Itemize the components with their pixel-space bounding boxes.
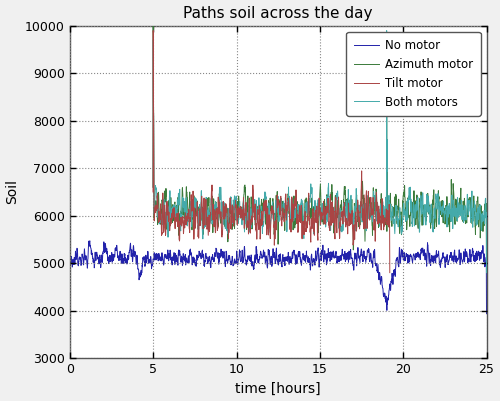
Azimuth motor — [472, 212, 478, 217]
Legend: No motor, Azimuth motor, Tilt motor, Both motors: No motor, Azimuth motor, Tilt motor, Bot… — [346, 32, 480, 115]
Title: Paths soil across the day: Paths soil across the day — [184, 6, 373, 20]
Line: Azimuth motor: Azimuth motor — [153, 26, 486, 273]
X-axis label: time [hours]: time [hours] — [236, 381, 321, 395]
Line: No motor: No motor — [70, 241, 486, 320]
Azimuth motor — [484, 270, 490, 275]
Both motors — [395, 216, 401, 221]
No motor — [472, 257, 478, 262]
Line: Both motors: Both motors — [153, 30, 486, 273]
Azimuth motor — [395, 203, 401, 208]
Tilt motor — [258, 223, 264, 228]
No motor — [395, 261, 401, 266]
No motor — [270, 252, 276, 257]
Azimuth motor — [471, 204, 477, 209]
Line: Tilt motor: Tilt motor — [153, 30, 390, 273]
Both motors — [472, 198, 478, 203]
Both motors — [270, 200, 276, 205]
No motor — [258, 252, 264, 257]
Azimuth motor — [270, 204, 276, 209]
No motor — [88, 252, 94, 257]
Y-axis label: Soil: Soil — [6, 180, 20, 205]
Both motors — [471, 201, 477, 206]
No motor — [87, 239, 93, 243]
Tilt motor — [270, 204, 276, 209]
Both motors — [258, 211, 264, 215]
Both motors — [484, 270, 490, 275]
Azimuth motor — [258, 199, 264, 204]
No motor — [484, 311, 490, 316]
No motor — [67, 318, 73, 322]
No motor — [472, 253, 478, 258]
